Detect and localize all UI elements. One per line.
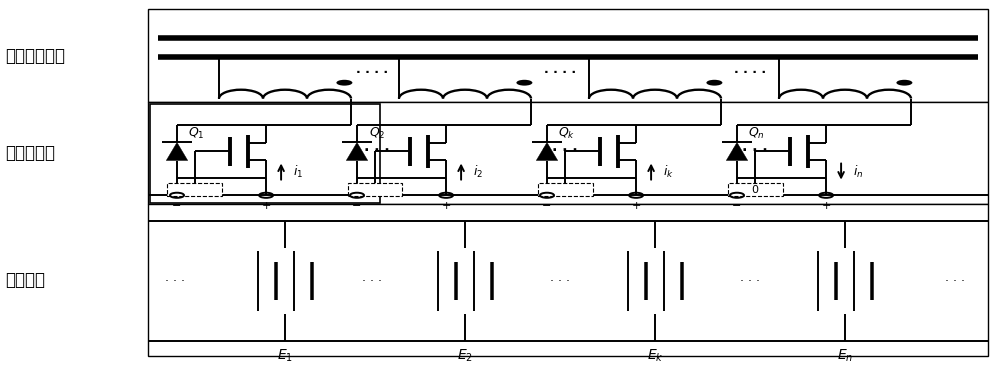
Text: · · · ·: · · · ·	[354, 145, 390, 158]
Text: +: +	[261, 201, 271, 211]
FancyBboxPatch shape	[348, 184, 402, 196]
FancyBboxPatch shape	[148, 102, 988, 204]
Text: $E_1$: $E_1$	[277, 348, 293, 364]
Text: −: −	[542, 201, 552, 211]
Text: −: −	[732, 201, 742, 211]
Circle shape	[706, 80, 722, 86]
Text: −: −	[172, 201, 182, 211]
Text: · · · ·: · · · ·	[734, 66, 766, 80]
Polygon shape	[536, 142, 558, 161]
Text: $E_2$: $E_2$	[457, 348, 473, 364]
FancyBboxPatch shape	[167, 184, 222, 196]
Polygon shape	[726, 142, 748, 161]
Text: · · ·: · · ·	[945, 274, 965, 288]
FancyBboxPatch shape	[728, 184, 783, 196]
Text: · · ·: · · ·	[740, 274, 760, 288]
Text: 能量变换器: 能量变换器	[5, 144, 55, 162]
Text: +: +	[441, 201, 451, 211]
Text: 多线圈变压器: 多线圈变压器	[5, 47, 65, 65]
Text: · · · ·: · · · ·	[356, 66, 388, 80]
Text: · · · ·: · · · ·	[732, 145, 768, 158]
FancyBboxPatch shape	[148, 9, 988, 102]
Text: · · · ·: · · · ·	[544, 66, 576, 80]
Text: · · · ·: · · · ·	[542, 145, 578, 158]
Text: +: +	[821, 201, 831, 211]
Text: $Q_2$: $Q_2$	[369, 126, 385, 141]
Circle shape	[896, 80, 912, 86]
Text: 充电电池: 充电电池	[5, 271, 45, 289]
Text: $Q_n$: $Q_n$	[748, 126, 765, 141]
Text: 0: 0	[752, 185, 759, 195]
Text: $Q_1$: $Q_1$	[188, 126, 205, 141]
Text: −: −	[352, 201, 362, 211]
Text: $i_2$: $i_2$	[473, 164, 483, 180]
Text: · · ·: · · ·	[362, 274, 382, 288]
Text: $Q_k$: $Q_k$	[558, 126, 575, 141]
Circle shape	[516, 80, 532, 86]
Text: $i_n$: $i_n$	[853, 164, 864, 180]
Text: $i_k$: $i_k$	[663, 164, 674, 180]
Text: · · ·: · · ·	[165, 274, 185, 288]
Text: · · ·: · · ·	[550, 274, 570, 288]
Polygon shape	[166, 142, 188, 161]
FancyBboxPatch shape	[538, 184, 593, 196]
Polygon shape	[346, 142, 368, 161]
FancyBboxPatch shape	[148, 204, 988, 356]
Text: $i_1$: $i_1$	[293, 164, 303, 180]
Text: $E_k$: $E_k$	[647, 348, 663, 364]
Circle shape	[336, 80, 352, 86]
Text: $E_n$: $E_n$	[837, 348, 853, 364]
Text: +: +	[631, 201, 641, 211]
FancyBboxPatch shape	[150, 104, 380, 203]
